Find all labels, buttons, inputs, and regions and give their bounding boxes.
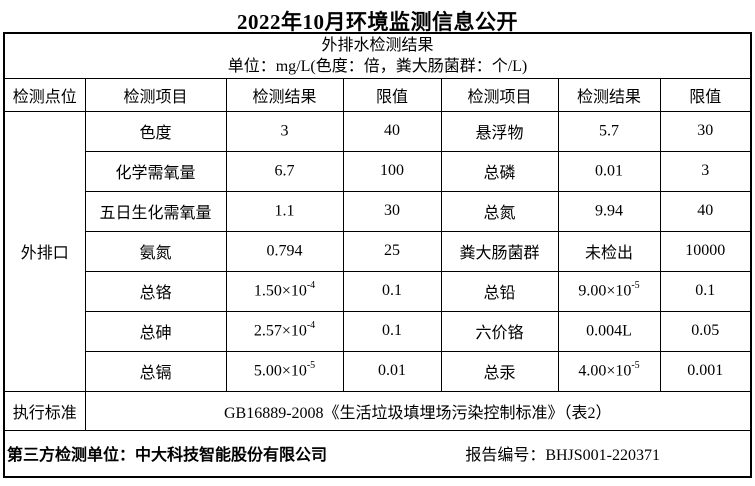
report-number: 报告编号：BHJS001-220371 <box>465 447 660 465</box>
limit-cell: 25 <box>342 230 442 272</box>
limit-cell: 0.05 <box>659 310 752 352</box>
table-row: 外排口 色度 3 40 悬浮物 5.7 30 <box>3 110 752 392</box>
limit-cell: 3 <box>659 150 752 192</box>
item-cell: 总铬 <box>84 270 227 312</box>
standard-label: 执行标准 <box>3 390 86 431</box>
table-row: 总铬 1.50×10-4 0.1 总铅 9.00×10-5 0.1 <box>4 270 752 312</box>
item-cell: 六价铬 <box>440 310 559 352</box>
result-cell: 9.00×10-5 <box>557 270 661 312</box>
monitoring-results-table: 外排水检测结果 单位：mg/L(色度：倍，粪大肠菌群：个/L) 检测点位 检测项… <box>3 32 752 478</box>
result-cell: 3 <box>225 110 344 152</box>
column-header-row: 检测点位 检测项目 检测结果 限值 检测项目 检测结果 限值 <box>3 77 752 112</box>
table-header-cell: 外排水检测结果 单位：mg/L(色度：倍，粪大肠菌群：个/L) <box>3 32 752 79</box>
table-row: 总砷 2.57×10-4 0.1 六价铬 0.004L 0.05 <box>4 310 752 352</box>
col-header-result-right: 检测结果 <box>557 77 661 112</box>
result-cell: 5.7 <box>557 110 661 152</box>
result-cell: 0.794 <box>225 230 344 272</box>
result-cell: 2.57×10-4 <box>225 310 344 352</box>
item-cell: 总氮 <box>440 190 559 232</box>
table-title: 外排水检测结果 <box>321 36 434 54</box>
item-cell: 五日生化需氧量 <box>84 190 227 232</box>
col-header-site: 检测点位 <box>3 77 86 112</box>
exponent: -5 <box>306 360 316 372</box>
limit-cell: 40 <box>659 190 752 232</box>
exponent: -4 <box>306 280 316 292</box>
col-header-result-left: 检测结果 <box>225 77 344 112</box>
result-cell: 0.01 <box>557 150 661 192</box>
limit-cell: 100 <box>342 150 442 192</box>
limit-cell: 10000 <box>659 230 752 272</box>
result-cell: 未检出 <box>557 230 661 272</box>
footer-row: 第三方检测单位：中大科技智能股份有限公司 报告编号：BHJS001-220371 <box>3 429 752 478</box>
table-row: 化学需氧量 6.7 100 总磷 0.01 3 <box>4 150 752 192</box>
item-cell: 总砷 <box>84 310 227 352</box>
result-cell: 5.00×10-5 <box>225 350 344 392</box>
testing-agency: 第三方检测单位：中大科技智能股份有限公司 <box>7 447 328 465</box>
item-cell: 总铅 <box>440 270 559 312</box>
exponent: -5 <box>631 280 640 292</box>
item-cell: 总汞 <box>440 350 559 392</box>
limit-cell: 0.001 <box>659 350 752 392</box>
item-cell: 化学需氧量 <box>84 150 227 192</box>
limit-cell: 0.1 <box>342 270 442 312</box>
col-header-limit-right: 限值 <box>659 77 752 112</box>
site-cell: 外排口 <box>3 110 86 392</box>
limit-cell: 30 <box>342 190 442 232</box>
result-cell: 1.1 <box>225 190 344 232</box>
item-cell: 总镉 <box>84 350 227 392</box>
col-header-item-left: 检测项目 <box>84 77 227 112</box>
standard-value: GB16889-2008《生活垃圾填埋场污染控制标准》（表2） <box>84 390 752 431</box>
col-header-item-right: 检测项目 <box>440 77 559 112</box>
table-row: 氨氮 0.794 25 粪大肠菌群 未检出 10000 <box>4 230 752 272</box>
page-title: 2022年10月环境监测信息公开 <box>237 10 518 34</box>
table-header-row: 外排水检测结果 单位：mg/L(色度：倍，粪大肠菌群：个/L) <box>3 32 752 79</box>
item-cell: 总磷 <box>440 150 559 192</box>
result-cell: 6.7 <box>225 150 344 192</box>
result-cell: 0.004L <box>557 310 661 352</box>
result-cell: 9.94 <box>557 190 661 232</box>
footer-cell: 第三方检测单位：中大科技智能股份有限公司 报告编号：BHJS001-220371 <box>3 429 752 478</box>
item-cell: 悬浮物 <box>440 110 559 152</box>
result-cell: 4.00×10-5 <box>557 350 661 392</box>
limit-cell: 0.1 <box>659 270 752 312</box>
item-cell: 粪大肠菌群 <box>440 230 559 272</box>
limit-cell: 30 <box>659 110 752 152</box>
item-cell: 色度 <box>84 110 227 152</box>
limit-cell: 0.01 <box>342 350 442 392</box>
exponent: -5 <box>631 360 640 372</box>
exponent: -4 <box>306 320 316 332</box>
table-row: 五日生化需氧量 1.1 30 总氮 9.94 40 <box>4 190 752 232</box>
limit-cell: 0.1 <box>342 310 442 352</box>
table-unit-note: 单位：mg/L(色度：倍，粪大肠菌群：个/L) <box>227 57 528 75</box>
col-header-limit-left: 限值 <box>342 77 442 112</box>
standard-row: 执行标准 GB16889-2008《生活垃圾填埋场污染控制标准》（表2） <box>3 390 752 431</box>
table-row: 总镉 5.00×10-5 0.01 总汞 4.00×10-5 0.001 <box>4 350 752 392</box>
result-cell: 1.50×10-4 <box>225 270 344 312</box>
limit-cell: 40 <box>342 110 442 152</box>
item-cell: 氨氮 <box>84 230 227 272</box>
